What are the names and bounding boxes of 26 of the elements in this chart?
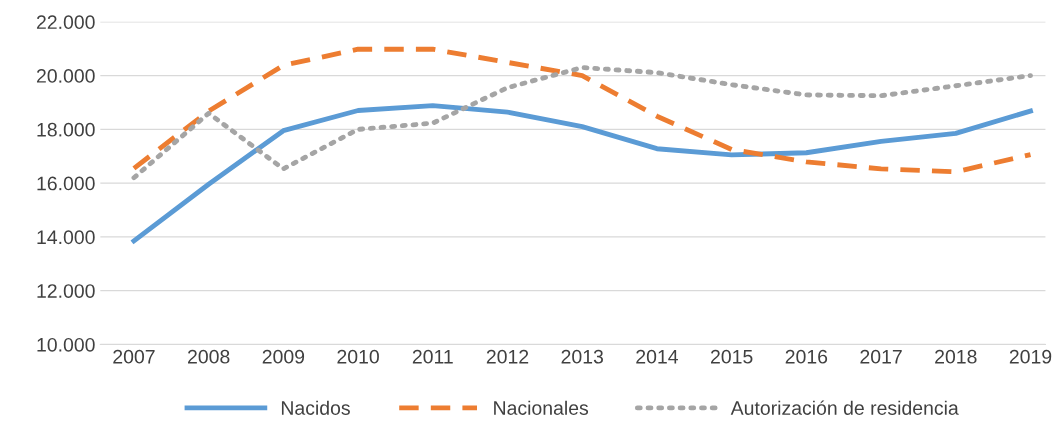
x-tick-label: 2009 (262, 349, 305, 364)
x-tick-label: 2018 (935, 349, 977, 364)
x-tick-label: 2007 (113, 349, 155, 364)
x-tick-label: 2010 (337, 349, 379, 364)
x-tick-label: 2011 (412, 349, 453, 364)
y-tick-label: 12.000 (37, 284, 95, 298)
x-tick-label: 2016 (785, 349, 828, 364)
line-series (131, 103, 1033, 244)
legend-label: Nacionales (494, 400, 589, 415)
y-tick-label: 18.000 (37, 122, 95, 137)
y-tick-label: 16.000 (37, 176, 95, 191)
x-tick-label: 2017 (860, 349, 902, 364)
legend-label: Nacidos (281, 400, 350, 415)
line-series (131, 46, 1033, 175)
x-tick-label: 2012 (486, 349, 529, 364)
y-tick-label: 10.000 (37, 337, 95, 352)
y-tick-label: 22.000 (36, 15, 95, 30)
x-tick-label: 2013 (561, 349, 603, 364)
legend-label: Autorización de residencia (730, 400, 959, 415)
line-series (131, 65, 1033, 181)
x-tick-label: 2019 (1009, 349, 1052, 364)
x-tick-label: 2015 (711, 349, 753, 364)
x-tick-label: 2008 (188, 349, 230, 364)
y-tick-label: 14.000 (37, 230, 95, 245)
y-tick-label: 20.000 (36, 69, 95, 83)
x-tick-label: 2014 (636, 349, 678, 364)
